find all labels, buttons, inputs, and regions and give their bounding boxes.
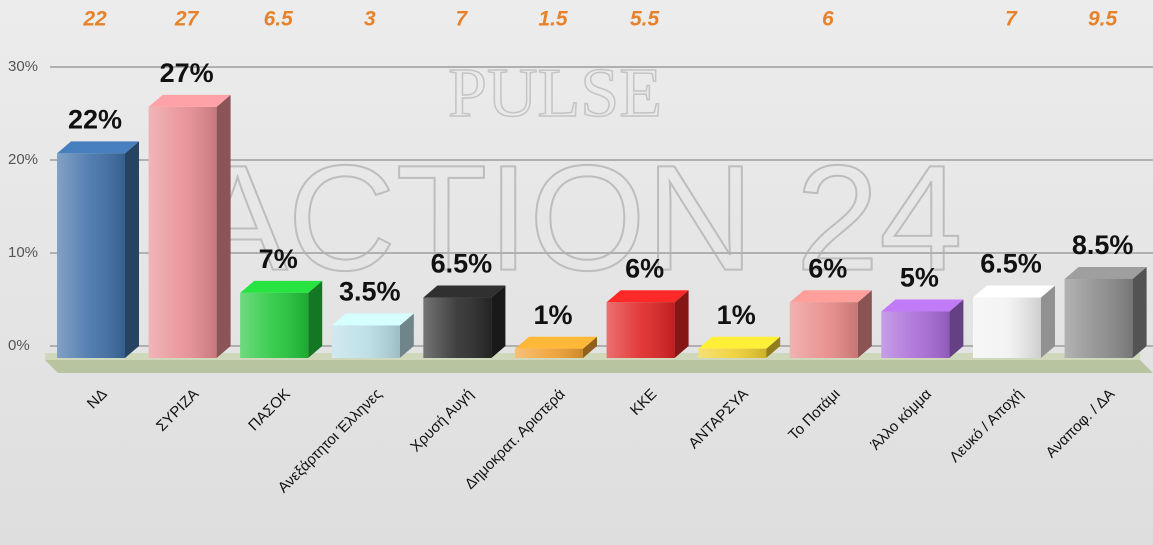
- bar-side: [1132, 266, 1147, 358]
- floor-top: [45, 353, 1140, 360]
- bar-side: [857, 290, 872, 358]
- bar-shine: [1064, 278, 1133, 358]
- previous-value: 6.5: [264, 8, 294, 31]
- value-label: 27%: [160, 58, 214, 88]
- value-label: 1%: [533, 300, 572, 330]
- value-label: 3.5%: [339, 277, 401, 307]
- previous-value: 3: [364, 8, 376, 31]
- bar-top: [1064, 266, 1147, 279]
- bar-shine: [606, 302, 675, 358]
- bar-top: [515, 336, 597, 349]
- bar: [789, 290, 872, 358]
- bar-side: [399, 313, 414, 358]
- previous-value: 9.5: [1088, 8, 1118, 31]
- value-label: 6.5%: [431, 249, 493, 279]
- bar-shine: [57, 153, 125, 358]
- bar: [515, 336, 597, 358]
- value-label: 22%: [68, 105, 122, 135]
- bar: [57, 141, 139, 358]
- y-tick-label: 0%: [8, 337, 30, 354]
- bar-side: [308, 280, 323, 358]
- bar-side: [491, 285, 506, 358]
- bar: [423, 285, 506, 358]
- y-tick-label: 30%: [8, 58, 38, 75]
- bar-shine: [515, 348, 583, 358]
- bar-shine: [423, 297, 492, 358]
- bar-side: [583, 336, 597, 358]
- y-tick-label: 20%: [8, 151, 38, 168]
- bar-top: [698, 336, 781, 349]
- bar-top: [606, 290, 689, 303]
- value-label: 8.5%: [1072, 230, 1134, 260]
- bar-top: [57, 141, 139, 154]
- bar-shine: [240, 292, 309, 358]
- bar: [606, 290, 689, 358]
- previous-value: 7: [1005, 8, 1018, 31]
- bar: [148, 94, 231, 359]
- bar: [881, 299, 964, 358]
- bar-top: [148, 94, 231, 107]
- value-label: 6.5%: [980, 249, 1042, 279]
- bar-side: [216, 94, 231, 359]
- bar-shine: [973, 297, 1041, 358]
- bar: [698, 336, 781, 358]
- value-label: 7%: [259, 244, 298, 274]
- value-label: 6%: [625, 253, 664, 283]
- bar: [331, 313, 414, 358]
- y-tick-label: 10%: [8, 244, 38, 261]
- previous-value: 6: [822, 8, 834, 31]
- bar-shine: [698, 348, 767, 358]
- previous-value: 22: [82, 8, 107, 31]
- previous-value: 5.5: [630, 8, 660, 31]
- bar-shine: [148, 106, 217, 359]
- bar-top: [240, 280, 323, 293]
- value-label: 6%: [808, 253, 847, 283]
- bar: [1064, 266, 1147, 358]
- previous-value: 7: [456, 8, 469, 31]
- bar-top: [331, 313, 414, 326]
- value-label: 1%: [717, 300, 756, 330]
- previous-value: 27: [174, 8, 200, 31]
- bar-side: [1041, 285, 1055, 358]
- bar: [973, 285, 1055, 358]
- bar-side: [125, 141, 139, 358]
- bar-shine: [789, 302, 858, 358]
- bar-top: [423, 285, 506, 298]
- bar-side: [674, 290, 689, 358]
- bar-top: [881, 299, 964, 312]
- previous-value: 1.5: [538, 8, 568, 31]
- bar-shine: [881, 311, 950, 358]
- bar-shine: [331, 325, 400, 358]
- bar: [240, 280, 323, 358]
- bar-top: [973, 285, 1055, 298]
- value-label: 5%: [900, 263, 939, 293]
- bar-side: [949, 299, 964, 358]
- bar-top: [789, 290, 872, 303]
- floor: [45, 360, 1153, 373]
- bar-side: [766, 336, 781, 358]
